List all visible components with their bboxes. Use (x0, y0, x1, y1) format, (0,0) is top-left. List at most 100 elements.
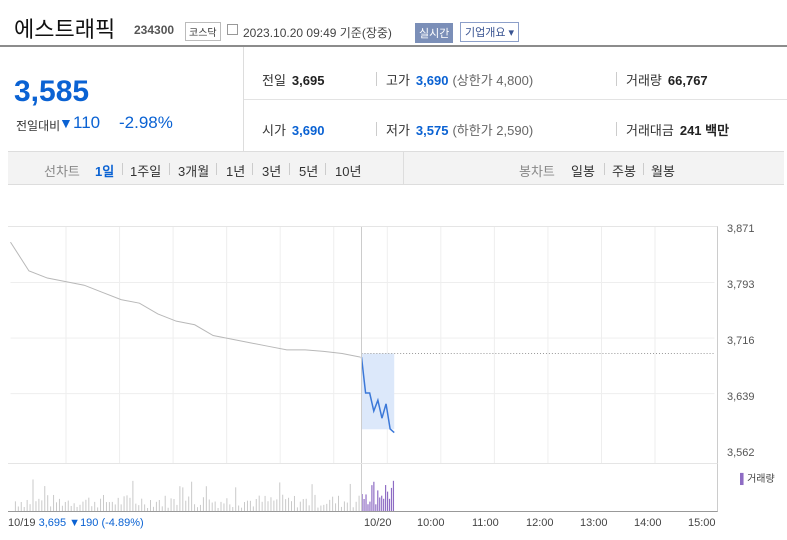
tab-5y[interactable]: 5년 (299, 164, 319, 179)
volume-bar (317, 507, 319, 511)
volume-bar (202, 497, 204, 511)
volume-bar (346, 502, 348, 511)
price-chart[interactable] (8, 226, 718, 464)
x-tick-label: 11:00 (472, 517, 499, 529)
stat-volume: 거래량 66,767 (626, 70, 708, 89)
tab-daily[interactable]: 일봉 (571, 164, 595, 179)
volume-bar (105, 502, 107, 511)
divider (376, 72, 377, 86)
volume-bar (56, 502, 57, 511)
volume-bar (291, 501, 292, 511)
volume-bar (32, 479, 34, 511)
prev-day-summary: 3,695 ▼190 (-4.89%) (38, 517, 144, 529)
volume-bar (296, 507, 298, 511)
divider (604, 163, 605, 175)
volume-bar (199, 504, 201, 511)
volume-bar (220, 501, 222, 511)
chevron-down-icon: ▾ (508, 27, 515, 39)
tab-1d[interactable]: 1일 (95, 164, 115, 179)
stat-high: 고가 3,690 (상한가 4,800) (386, 70, 533, 89)
volume-bar (379, 497, 381, 511)
prev-day-date: 10/19 (8, 517, 36, 529)
volume-bar (144, 504, 146, 511)
tab-10y[interactable]: 10년 (335, 164, 362, 179)
volume-bar (302, 499, 304, 511)
volume-bar (261, 501, 263, 511)
x-tick-label: 10:00 (417, 517, 445, 529)
volume-bar (367, 504, 369, 511)
upper-limit: (상한가 4,800) (452, 73, 534, 88)
volume-bar (120, 504, 122, 511)
volume-bar (205, 486, 207, 511)
volume-bar (373, 481, 375, 511)
volume-bar (217, 507, 219, 511)
change-percent: -2.98% (119, 113, 173, 132)
volume-bar (155, 501, 157, 511)
volume-bar (161, 506, 163, 511)
realtime-button[interactable]: 실시간 (415, 23, 454, 43)
stat-volume-label: 거래량 (626, 73, 662, 88)
volume-bar (114, 504, 116, 511)
volume-bar (188, 496, 190, 511)
volume-bar (88, 497, 90, 511)
volume-bar (179, 486, 181, 511)
volume-bar (73, 503, 75, 511)
change-label: 전일대비 (16, 119, 61, 133)
divider (403, 151, 404, 185)
volume-bar (100, 498, 102, 511)
volume-bar (258, 495, 260, 511)
volume-bar (349, 483, 351, 511)
tab-1y[interactable]: 1년 (226, 164, 246, 179)
volume-bar (232, 507, 234, 511)
stock-header: 에스트래픽 234300 코스닥 2023.10.20 09:49 기준(장중)… (0, 0, 787, 47)
volume-bar (235, 487, 237, 511)
volume-bar (111, 501, 113, 511)
tab-weekly[interactable]: 주봉 (612, 164, 636, 179)
volume-bar (141, 498, 143, 511)
volume-bar (383, 498, 385, 511)
volume-bar (185, 500, 187, 511)
tab-1w[interactable]: 1주일 (130, 164, 162, 179)
current-price: 3,585 (14, 75, 90, 108)
volume-bar (229, 504, 231, 511)
candle-chart-label: 봉차트 (519, 164, 555, 179)
stock-name: 에스트래픽 (14, 17, 116, 42)
tab-monthly[interactable]: 월봉 (651, 164, 675, 179)
volume-bar (103, 494, 104, 511)
volume-bar (85, 499, 87, 511)
volume-bar (264, 495, 266, 511)
stat-low-value: 3,575 (415, 123, 449, 138)
lower-limit: (하한가 2,590) (452, 123, 534, 138)
volume-bar (320, 505, 322, 511)
stat-open-value: 3,690 (291, 123, 325, 138)
tab-3y[interactable]: 3년 (262, 164, 282, 179)
volume-bar (329, 499, 331, 511)
volume-bar (375, 504, 377, 511)
prev-day-line (10, 241, 361, 358)
volume-bar (358, 495, 360, 511)
volume-bar (369, 501, 371, 511)
stat-low-label: 저가 (386, 123, 410, 138)
volume-bar (138, 505, 140, 511)
stat-amount: 거래대금 241 백만 (626, 120, 729, 139)
volume-legend-marker: ▌ (740, 474, 748, 485)
volume-bar (279, 482, 281, 511)
volume-bar (123, 496, 125, 511)
clock-icon (227, 24, 238, 35)
volume-bar (390, 487, 393, 511)
volume-bar (170, 498, 172, 511)
company-info-button[interactable]: 기업개요 ▾ (460, 22, 520, 42)
volume-bar (214, 501, 216, 511)
volume-bar (23, 506, 25, 511)
volume-bar (126, 495, 128, 511)
volume-bar (388, 498, 391, 511)
x-tick-label: 13:00 (580, 517, 608, 529)
tab-3m[interactable]: 3개월 (178, 164, 210, 179)
stat-prev-label: 전일 (262, 73, 286, 88)
volume-bar (91, 506, 93, 511)
stat-high-label: 고가 (386, 73, 410, 88)
volume-bar (363, 499, 365, 511)
volume-bar (226, 498, 228, 511)
stat-open: 시가 3,690 (262, 120, 324, 139)
volume-bar (158, 500, 160, 511)
